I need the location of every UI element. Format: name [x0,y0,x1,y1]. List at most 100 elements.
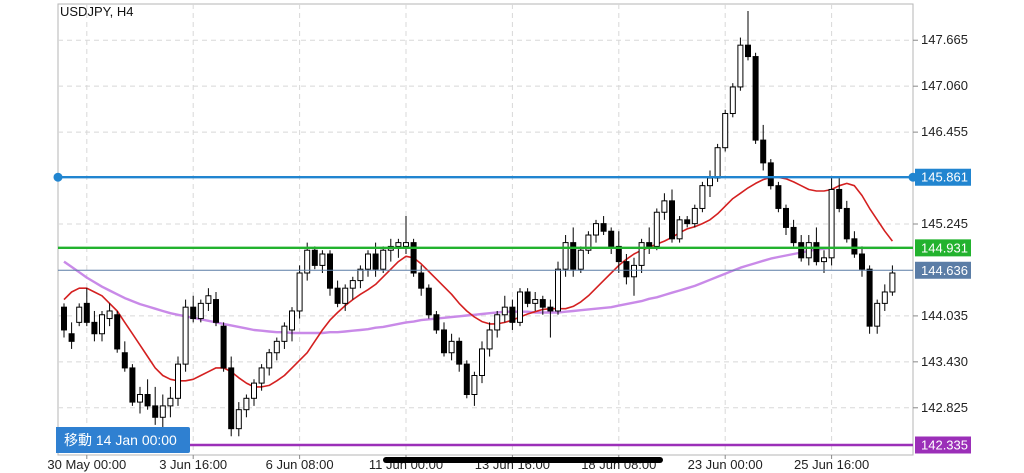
candle-body-bull [805,242,812,259]
candle-body-bull [494,314,501,331]
candle [486,322,493,357]
grid [57,3,914,456]
candle-body-bull [486,329,493,350]
candle-body-bear [372,253,379,270]
candle [691,204,698,228]
candle [494,310,501,338]
candle [441,322,447,357]
candle-body-bull [699,185,706,209]
candle-body-bear [213,299,219,323]
candle-body-bull [714,147,721,179]
candle-body-bull [577,249,584,270]
candle-body-bear [410,242,417,274]
candle-body-bear [144,393,151,407]
candle-body-bear [121,352,128,369]
candle [836,178,843,213]
candle [357,265,364,289]
candle-body-bull [76,306,83,323]
candle [433,310,440,334]
candle [365,250,371,277]
candle [623,254,630,285]
plot-frame [57,3,914,456]
candle-body-bear [220,325,227,369]
price-tag [915,168,971,186]
candle-body-bear [83,302,90,323]
candle [517,288,523,327]
candle [311,246,318,270]
candle-body-bear [418,272,425,289]
candle [68,322,75,349]
candle-body-bull [296,272,303,312]
candle [881,284,888,311]
candle [471,371,478,406]
x-tick-label: 30 May 00:00 [47,457,126,472]
y-tick-label: 143.430 [921,354,968,369]
candle [524,288,531,308]
candle-body-bear [790,226,797,244]
y-tick-label: 147.060 [921,78,968,93]
candle-body-bull [273,340,280,354]
candle-body-bear [311,249,318,266]
candle [805,235,812,266]
candle-body-bear [456,340,463,365]
candle [646,227,653,255]
candle [843,200,850,243]
candle [425,284,432,319]
candle-body-bull [828,188,835,259]
candle [213,291,219,327]
candle [813,227,820,266]
candle-body-bear [608,230,615,247]
candle [251,379,257,406]
candle-body-bull [471,375,478,395]
scroll-handle[interactable] [383,457,663,463]
candle-body-bear [783,207,789,228]
candle [752,52,759,144]
horizontal-lines[interactable] [53,172,918,447]
candle [866,265,873,334]
candle-body-bull [821,257,827,263]
candle-body-bear [190,306,197,320]
candle-body-bull [342,287,349,304]
candle [182,299,189,372]
candle-body-bull [653,211,660,247]
candle [790,219,797,247]
price-tag-label: 144.931 [921,240,968,255]
candle-body-bear [745,44,751,58]
candle [760,124,767,171]
candle-body-bull [638,242,645,266]
candle [319,250,326,273]
candle-body-bull [349,280,356,289]
candle-body-bull [365,253,371,270]
hline-handle-left[interactable] [53,172,63,182]
navigation-badge[interactable]: 移動 14 Jan 00:00 [56,427,190,453]
candle [729,83,736,118]
candle [243,394,250,418]
candle-body-bear [798,242,805,259]
candle [342,284,349,311]
candle [327,250,333,296]
candle-body-bull [555,268,561,312]
candle-body-bear [646,242,653,247]
candle [197,299,204,323]
candle [61,303,67,338]
candle [593,219,599,243]
candle-body-bull [676,219,683,240]
candle-body-bull [532,299,539,304]
candle [585,231,592,255]
candle-body-bull [175,363,181,399]
candle-body-bull [881,291,888,304]
candle [737,37,744,91]
candle-body-bear [669,200,675,240]
candle-body-bear [433,314,440,331]
candle [653,208,660,251]
candle [874,299,881,334]
price-tag [915,261,971,279]
candle-body-bear [813,242,820,263]
candle-body-bear [623,261,630,278]
candle-body-bull [167,397,174,407]
candle [661,193,668,220]
candle-body-bear [615,245,622,263]
chart-title: USDJPY, H4 [60,4,133,19]
candle-body-bear [600,223,607,232]
